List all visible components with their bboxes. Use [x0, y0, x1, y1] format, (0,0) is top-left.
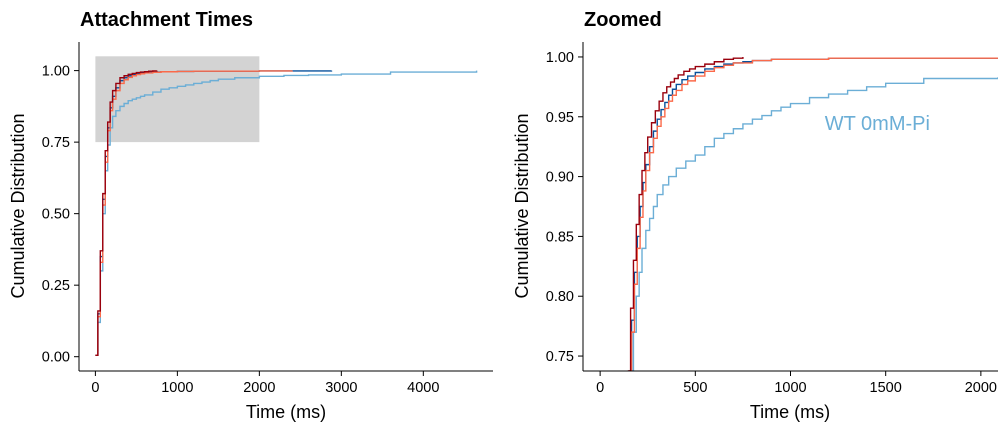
series-line-1 — [630, 77, 998, 371]
x-tick-label: 1000 — [774, 380, 806, 396]
chart-title: Zoomed — [584, 9, 662, 31]
y-tick-label: 0.80 — [546, 289, 574, 305]
x-tick-label: 4000 — [407, 380, 439, 396]
zoomed-panel: Zoomed WT 0mM-Pi 0 500 1000 1500 2000 0.75 0.80… — [512, 9, 998, 422]
y-tick-label: 0.95 — [546, 110, 574, 126]
series-line-3 — [95, 70, 293, 356]
y-tick-label: 0.25 — [42, 278, 70, 294]
series-line-3 — [628, 57, 998, 371]
series-group — [95, 70, 478, 356]
x-tick-label: 0 — [596, 380, 604, 396]
y-tick-label: 0.75 — [546, 349, 574, 365]
series-line-1 — [95, 70, 478, 356]
series-annotation: WT 0mM-Pi — [825, 113, 930, 135]
x-axis-title: Time (ms) — [246, 402, 326, 422]
y-tick-label: 0.75 — [42, 135, 70, 151]
y-tick-label: 0.85 — [546, 229, 574, 245]
x-tick-label: 2000 — [965, 380, 997, 396]
x-axis-title: Time (ms) — [750, 402, 830, 422]
zoom-region-box — [95, 56, 260, 143]
x-tick-label: 1500 — [870, 380, 902, 396]
attachment-times-panel: Attachment Times 0 1000 2000 3000 4000 0.00 0.… — [8, 9, 493, 422]
series-group — [627, 56, 998, 371]
y-tick-label: 0.00 — [42, 350, 70, 366]
y-tick-label: 0.50 — [42, 207, 70, 223]
series-line-4 — [627, 56, 744, 371]
series-line-4 — [95, 70, 158, 356]
y-tick-label: 0.90 — [546, 170, 574, 186]
x-tick-label: 0 — [91, 380, 99, 396]
plot-area: 0 1000 2000 3000 4000 0.00 0.25 0.50 0.75 1.00 — [42, 42, 493, 396]
x-tick-label: 500 — [683, 380, 707, 396]
y-axis-title: Cumulative Distribution — [8, 113, 28, 298]
series-line-2 — [628, 57, 998, 371]
y-tick-label: 1.00 — [42, 64, 70, 80]
x-tick-label: 2000 — [243, 380, 275, 396]
y-axis-title: Cumulative Distribution — [512, 113, 532, 298]
x-tick-label: 1000 — [161, 380, 193, 396]
y-tick-label: 1.00 — [546, 50, 574, 66]
x-tick-label: 3000 — [325, 380, 357, 396]
plot-area: WT 0mM-Pi 0 500 1000 1500 2000 0.75 0.80 0.85 0.9… — [546, 42, 998, 396]
chart-title: Attachment Times — [80, 9, 253, 31]
